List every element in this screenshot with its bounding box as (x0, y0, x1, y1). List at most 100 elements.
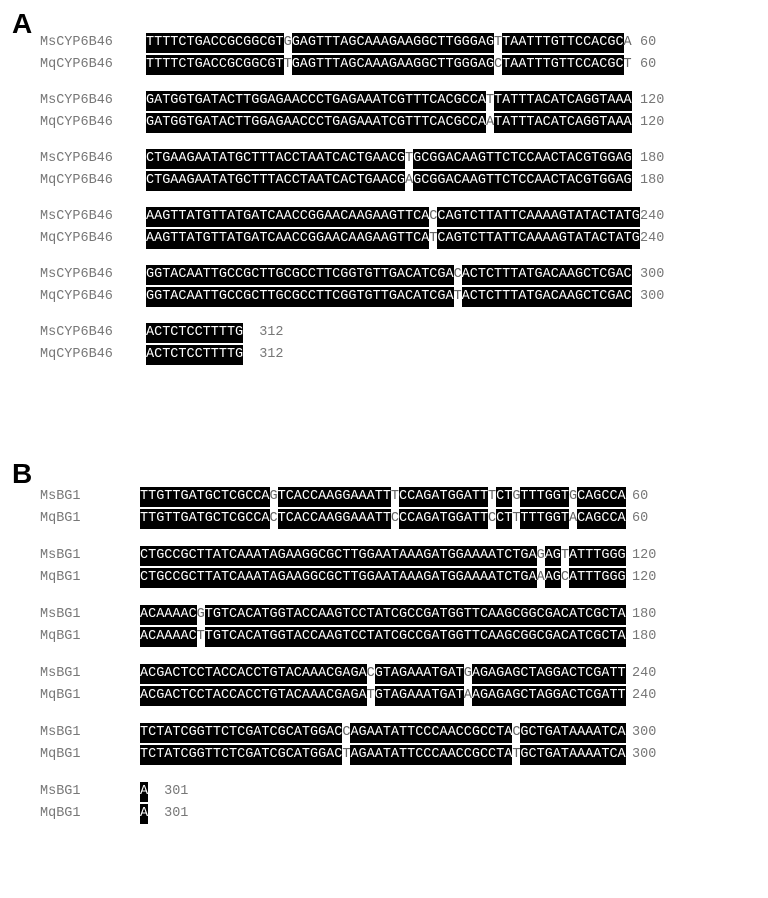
conserved-residue: G (326, 546, 334, 566)
conserved-residue: G (186, 171, 195, 191)
conserved-residue: C (388, 171, 397, 191)
conserved-residue: A (591, 33, 599, 53)
conserved-residue: A (542, 149, 551, 169)
conserved-residue: C (299, 287, 308, 307)
conserved-residue: G (453, 55, 462, 75)
conserved-residue: A (617, 627, 626, 647)
conserved-residue: A (439, 745, 448, 765)
conserved-residue: C (583, 33, 591, 53)
alignment-row: MqCYP6B46 G G T A C A A T T G C C G C T T G C G C C T T C G G T G T T G… (0, 287, 768, 307)
conserved-residue: C (615, 55, 624, 75)
conserved-residue: A (550, 113, 559, 133)
conserved-residue: C (388, 149, 397, 169)
conserved-residue: G (277, 546, 286, 566)
conserved-residue: G (429, 171, 437, 191)
conserved-residue: A (479, 568, 488, 588)
variant-residue: A (485, 113, 494, 133)
conserved-residue: T (226, 345, 235, 365)
conserved-residue: A (390, 664, 399, 684)
conserved-residue: G (617, 546, 626, 566)
conserved-residue: G (504, 605, 512, 625)
conserved-residue: A (324, 207, 332, 227)
conserved-residue: G (291, 287, 300, 307)
conserved-residue: T (396, 229, 405, 249)
conserved-residue: T (502, 229, 510, 249)
conserved-residue: T (259, 229, 267, 249)
conserved-residue: A (372, 229, 381, 249)
conserved-residue: C (164, 568, 172, 588)
conserved-residue: T (534, 55, 543, 75)
conserved-residue: A (178, 171, 186, 191)
conserved-residue: G (423, 568, 431, 588)
conserved-residue: T (372, 265, 381, 285)
conserved-residue: A (218, 171, 227, 191)
conserved-residue: G (469, 55, 478, 75)
conserved-residue: C (229, 509, 237, 529)
conserved-residue: C (528, 745, 537, 765)
conserved-residue: A (552, 627, 561, 647)
conserved-residue: G (269, 605, 278, 625)
conserved-residue: T (593, 546, 601, 566)
conserved-residue: A (299, 33, 308, 53)
conserved-residue: T (477, 229, 486, 249)
conserved-residue: C (148, 664, 156, 684)
conserved-residue: T (196, 568, 205, 588)
conserved-residue: A (372, 33, 381, 53)
variant-residue: G (568, 487, 577, 507)
conserved-residue: T (261, 686, 270, 706)
conserved-residue: C (542, 113, 551, 133)
conserved-residue: C (315, 113, 324, 133)
conserved-residue: A (477, 55, 486, 75)
conserved-residue: T (146, 55, 154, 75)
conserved-residue: G (212, 627, 221, 647)
conserved-residue: T (204, 568, 213, 588)
sequence-name: MsBG1 (40, 548, 81, 563)
variant-residue: T (283, 55, 292, 75)
conserved-residue: A (510, 55, 518, 75)
conserved-residue: T (261, 664, 270, 684)
conserved-residue: T (220, 568, 229, 588)
conserved-residue: G (162, 207, 170, 227)
conserved-residue: T (399, 745, 407, 765)
conserved-residue: G (156, 509, 164, 529)
conserved-residue: T (585, 568, 593, 588)
alignment-row: MqBG1 A 301 (0, 804, 768, 824)
conserved-residue: T (591, 171, 599, 191)
conserved-residue: G (307, 55, 316, 75)
conserved-residue: C (172, 664, 180, 684)
conserved-residue: C (429, 265, 437, 285)
conserved-residue: T (496, 568, 504, 588)
conserved-residue: T (204, 686, 213, 706)
conserved-residue: G (348, 113, 356, 133)
conserved-residue: C (356, 55, 365, 75)
conserved-residue: T (520, 509, 529, 529)
conserved-residue: A (542, 287, 551, 307)
conserved-residue: C (350, 627, 359, 647)
conserved-residue: T (324, 91, 332, 111)
variant-residue: T (560, 546, 569, 566)
conserved-residue: T (431, 664, 439, 684)
conserved-residue: C (188, 664, 197, 684)
conserved-residue: G (607, 33, 615, 53)
conserved-residue: C (196, 686, 205, 706)
conserved-residue: G (364, 149, 373, 169)
conserved-residue: T (220, 487, 229, 507)
conserved-residue: G (374, 686, 383, 706)
conserved-residue: T (526, 33, 535, 53)
conserved-residue: C (318, 546, 326, 566)
conserved-residue: C (164, 546, 172, 566)
conserved-residue: A (364, 91, 373, 111)
conserved-residue: T (275, 55, 284, 75)
conserved-residue: A (558, 287, 567, 307)
conserved-residue: C (479, 745, 488, 765)
conserved-residue: G (455, 509, 464, 529)
conserved-residue: G (358, 568, 367, 588)
position-number: 120 (640, 93, 665, 108)
conserved-residue: C (609, 723, 618, 743)
variant-residue: C (453, 265, 462, 285)
conserved-residue: T (342, 627, 350, 647)
conserved-residue: T (463, 627, 472, 647)
conserved-residue: T (599, 113, 607, 133)
conserved-residue: C (172, 568, 180, 588)
